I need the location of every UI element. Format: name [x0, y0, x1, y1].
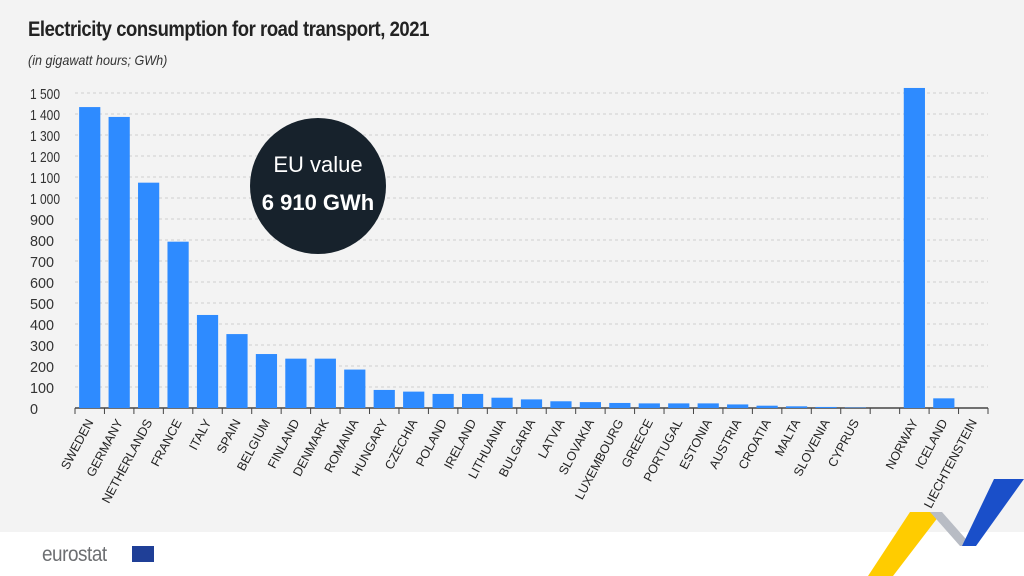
- y-tick-label: 300: [30, 338, 54, 355]
- y-tick-label: 100: [30, 380, 54, 397]
- bar-luxembourg: [609, 402, 631, 408]
- bar-latvia: [550, 401, 572, 408]
- bar-austria: [727, 404, 749, 408]
- y-tick-label: 1 200: [30, 149, 60, 166]
- y-tick-label: 0: [30, 401, 38, 418]
- bar-estonia: [697, 403, 719, 408]
- bar-italy: [196, 314, 219, 408]
- y-tick-label: 400: [30, 317, 54, 334]
- bar-slovenia: [815, 406, 837, 408]
- eurostat-logo: eurostat: [42, 543, 107, 566]
- eu-value-bubble: EU value 6 910 GWh: [250, 118, 386, 254]
- y-tick-label: 1 300: [30, 128, 60, 145]
- bar-lithuania: [491, 397, 513, 408]
- footer: [0, 532, 1024, 576]
- bar-malta: [785, 406, 808, 408]
- bar-hungary: [373, 389, 395, 408]
- bar-germany: [108, 116, 130, 408]
- bar-spain: [226, 334, 248, 408]
- y-tick-label: 800: [30, 233, 54, 250]
- chart-title: Electricity consumption for road transpo…: [28, 18, 429, 41]
- bar-bulgaria: [520, 399, 543, 408]
- bar-croatia: [756, 405, 778, 408]
- y-tick-label: 700: [30, 254, 54, 271]
- bar-slovakia: [579, 402, 602, 408]
- y-tick-label: 200: [30, 359, 54, 376]
- bar-chart: 0 100 200 300 400 500 600 700 800 900 1 000 1 100 1 …: [30, 86, 989, 511]
- bar-denmark: [314, 358, 336, 408]
- y-tick-label: 600: [30, 275, 54, 292]
- bar-sweden: [79, 107, 101, 408]
- y-tick-label: 1 500: [30, 86, 60, 103]
- bar-portugal: [668, 403, 690, 408]
- eu-flag-icon: [132, 546, 154, 562]
- bar-poland: [432, 393, 454, 408]
- bar-greece: [638, 403, 660, 408]
- bar-france: [167, 241, 189, 408]
- chart-subtitle: (in gigawatt hours; GWh): [28, 52, 168, 68]
- y-tick-label: 1 000: [30, 191, 60, 208]
- bar-iceland: [933, 398, 955, 408]
- eu-value-number: 6 910 GWh: [261, 190, 375, 215]
- bar-czechia: [403, 391, 425, 408]
- y-tick-label: 1 400: [30, 107, 60, 124]
- y-tick-label: 500: [30, 296, 54, 313]
- bar-ireland: [461, 393, 484, 408]
- y-tick-label: 1 100: [30, 170, 60, 187]
- eu-value-label: EU value: [273, 152, 363, 177]
- bar-norway: [903, 87, 925, 409]
- y-tick-label: 900: [30, 212, 54, 229]
- bar-finland: [285, 358, 307, 408]
- bar-belgium: [255, 354, 278, 408]
- bar-romania: [344, 369, 366, 408]
- bar-netherlands: [138, 182, 160, 408]
